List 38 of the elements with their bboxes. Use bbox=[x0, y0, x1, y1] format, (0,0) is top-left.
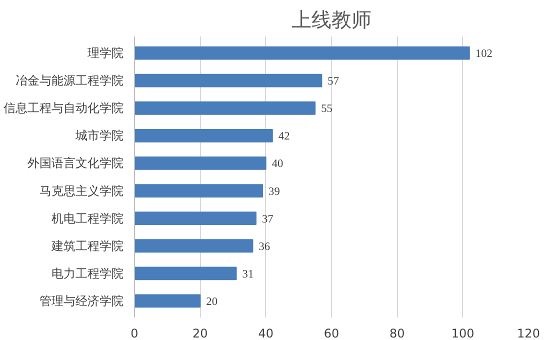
x-tick-label: 120 bbox=[517, 326, 540, 340]
data-label: 36 bbox=[258, 240, 270, 253]
chart-title: 上线教师 bbox=[292, 8, 372, 32]
bar bbox=[134, 74, 322, 88]
data-label: 42 bbox=[278, 130, 290, 143]
bar bbox=[134, 156, 266, 170]
y-tick-label: 城市学院 bbox=[74, 128, 124, 143]
data-label: 40 bbox=[272, 158, 284, 170]
bar bbox=[134, 128, 273, 142]
bar bbox=[134, 294, 201, 308]
bar bbox=[134, 184, 264, 198]
data-label: 20 bbox=[206, 296, 218, 308]
y-tick-label: 管理与经济学院 bbox=[40, 294, 124, 308]
data-label: 39 bbox=[268, 186, 280, 198]
x-tick-label: 100 bbox=[451, 326, 474, 340]
y-tick-label: 信息工程与自动化学院 bbox=[4, 101, 124, 116]
x-tick-label: 20 bbox=[192, 326, 208, 340]
y-tick-label: 理学院 bbox=[88, 46, 124, 60]
bar bbox=[134, 212, 256, 226]
bar bbox=[134, 266, 237, 280]
data-label: 55 bbox=[321, 103, 333, 116]
x-tick-label: 60 bbox=[324, 326, 340, 340]
x-tick-label: 40 bbox=[258, 326, 274, 340]
bar bbox=[134, 101, 316, 115]
data-label: 57 bbox=[328, 76, 340, 88]
bar bbox=[134, 46, 470, 60]
y-tick-label: 马克思主义学院 bbox=[40, 184, 124, 198]
data-label: 31 bbox=[242, 268, 254, 280]
y-tick-label: 电力工程学院 bbox=[52, 266, 124, 280]
data-label: 37 bbox=[262, 213, 274, 226]
x-tick-label: 0 bbox=[130, 326, 138, 340]
bar bbox=[134, 239, 254, 253]
y-tick-label: 机电工程学院 bbox=[52, 211, 124, 226]
x-tick-label: 80 bbox=[390, 326, 405, 340]
data-label: 102 bbox=[475, 48, 493, 60]
y-tick-label: 外国语言文化学院 bbox=[28, 156, 124, 170]
y-tick-label: 建筑工程学院 bbox=[50, 238, 124, 253]
y-tick-label: 冶金与能源工程学院 bbox=[16, 74, 124, 88]
